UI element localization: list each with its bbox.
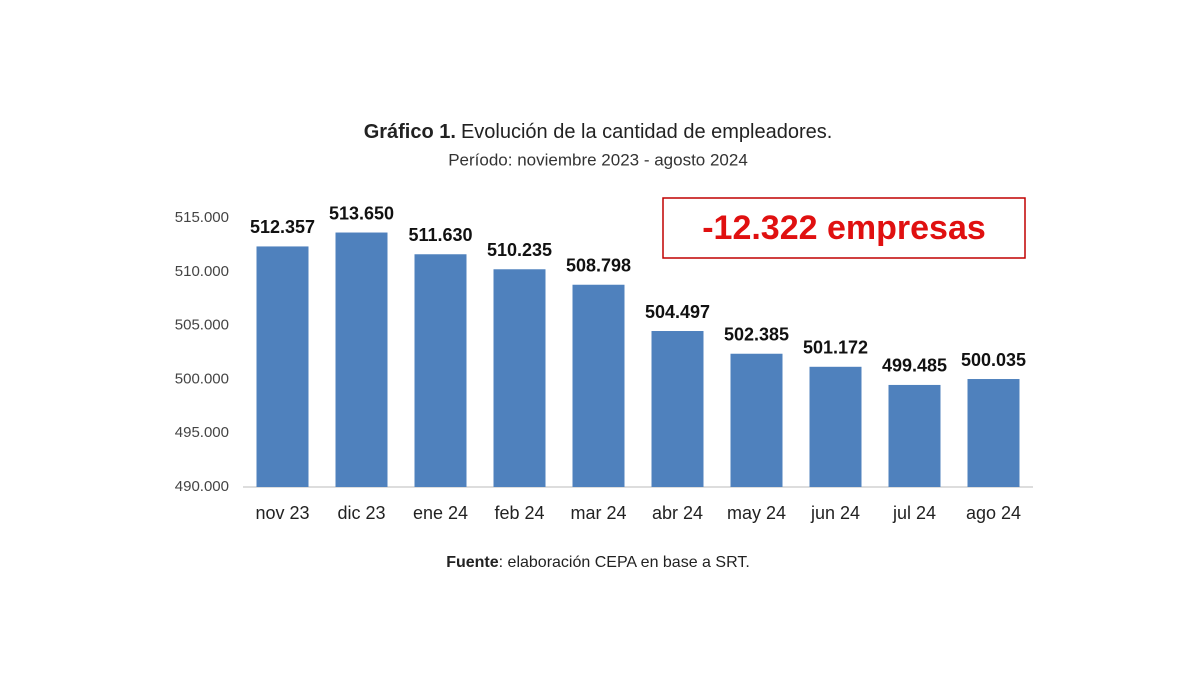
y-tick-label: 505.000	[175, 317, 229, 334]
bar	[256, 246, 309, 487]
title-number: Gráfico 1.	[364, 121, 456, 143]
value-label: 501.172	[803, 338, 868, 358]
y-tick-label: 515.000	[175, 209, 229, 226]
x-tick-label: dic 23	[337, 503, 385, 523]
x-tick-label: mar 24	[570, 503, 626, 523]
value-label: 499.485	[882, 356, 947, 376]
bar	[335, 232, 388, 487]
y-tick-label: 490.000	[175, 478, 229, 495]
x-tick-label: jun 24	[810, 503, 860, 523]
source: Fuente: elaboración CEPA en base a SRT.	[446, 554, 750, 571]
bar	[967, 379, 1020, 487]
bar	[809, 366, 862, 487]
value-label: 512.357	[250, 217, 315, 237]
y-tick-label: 500.000	[175, 370, 229, 387]
bar	[572, 284, 625, 487]
chart-title: Gráfico 1. Evolución de la cantidad de em…	[364, 121, 833, 143]
bar	[730, 353, 783, 487]
bar	[888, 384, 941, 487]
x-tick-label: ago 24	[966, 503, 1021, 523]
x-tick-label: ene 24	[413, 503, 468, 523]
x-tick-label: jul 24	[892, 503, 936, 523]
value-label: 500.035	[961, 350, 1026, 370]
y-tick-label: 510.000	[175, 263, 229, 280]
bar	[414, 254, 467, 487]
y-tick-label: 495.000	[175, 424, 229, 441]
annotation: -12.322 empresas	[702, 209, 986, 247]
bar	[493, 269, 546, 487]
source-text: : elaboración CEPA en base a SRT.	[499, 554, 750, 571]
title-text: Evolución de la cantidad de empleadores.	[461, 121, 832, 143]
value-label: 508.798	[566, 255, 631, 275]
value-label: 513.650	[329, 203, 394, 223]
value-label: 511.630	[408, 225, 472, 245]
chart-subtitle: Período: noviembre 2023 - agosto 2024	[448, 150, 748, 169]
annotation-box	[662, 197, 1026, 259]
x-tick-label: feb 24	[494, 503, 544, 523]
x-tick-label: may 24	[727, 503, 786, 523]
value-label: 510.235	[487, 240, 552, 260]
value-label: 504.497	[645, 302, 710, 322]
x-tick-label: abr 24	[652, 503, 703, 523]
value-label: 502.385	[724, 324, 789, 344]
source-label: Fuente	[446, 554, 499, 571]
bar	[651, 331, 704, 487]
x-tick-label: nov 23	[255, 503, 309, 523]
